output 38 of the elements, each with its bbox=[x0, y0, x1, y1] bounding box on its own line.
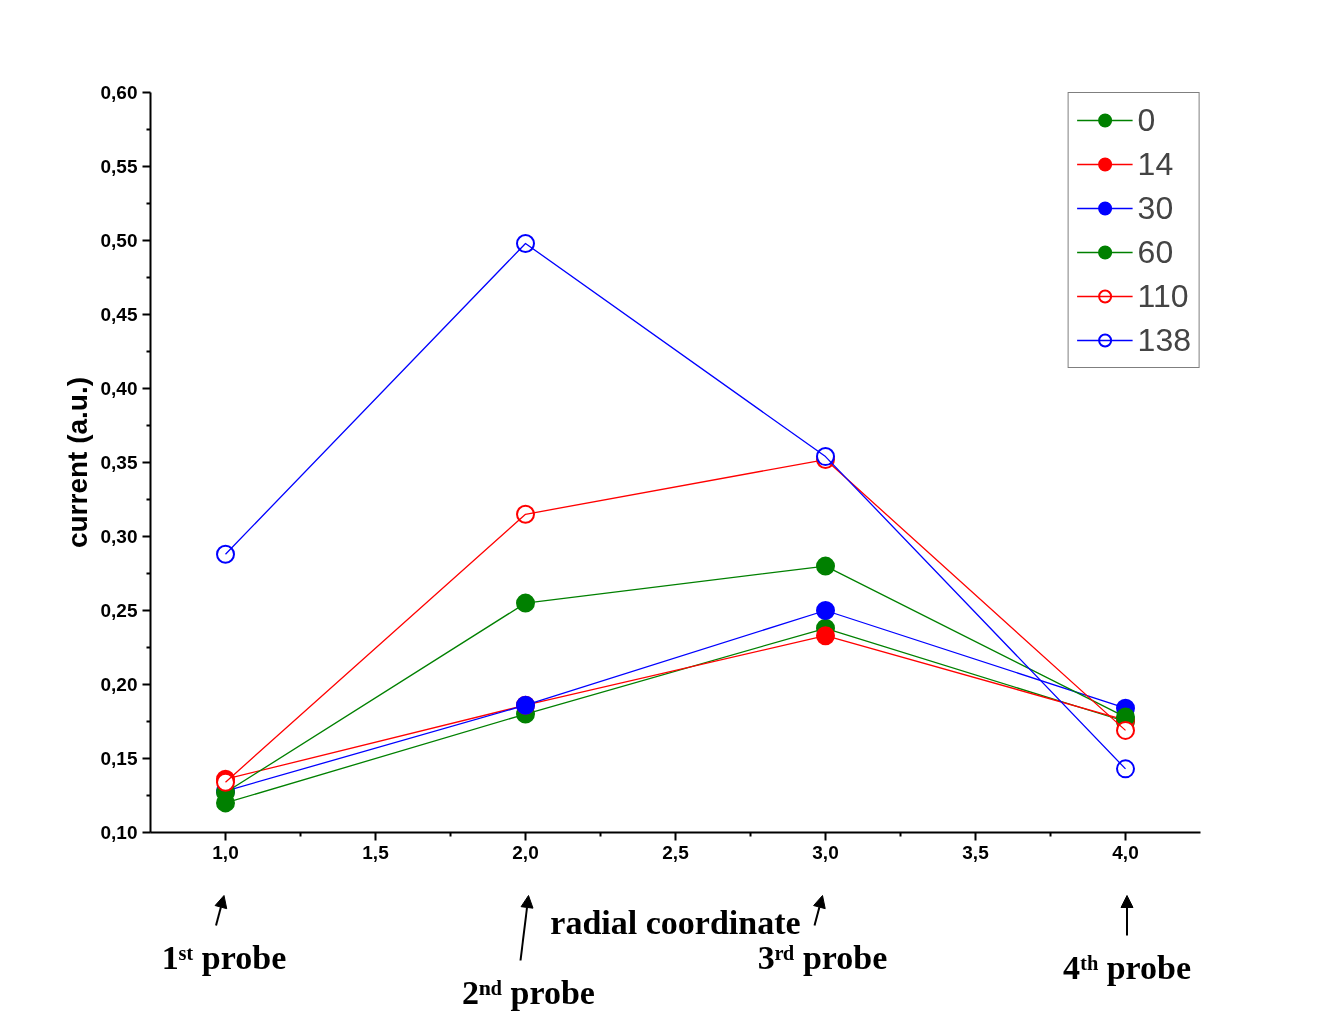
legend-label: 14 bbox=[1137, 145, 1174, 183]
text: 1ˢᵗ probe bbox=[161, 938, 287, 976]
point bbox=[1116, 720, 1135, 740]
point bbox=[1116, 759, 1135, 779]
y-tick-label: 0,55 bbox=[100, 156, 138, 177]
y-axis-title: current (a.u.) bbox=[61, 376, 93, 549]
x-axis-title: radial coordinate bbox=[550, 903, 801, 941]
y-tick-label: 0,10 bbox=[100, 822, 138, 843]
legend-label: 138 bbox=[1137, 321, 1191, 359]
legend-label: 0 bbox=[1137, 101, 1157, 139]
y-tick-label: 0,30 bbox=[100, 526, 138, 547]
text: 3ʳᵈ probe bbox=[757, 938, 888, 976]
point bbox=[816, 556, 835, 576]
y-tick-label: 0,60 bbox=[100, 82, 138, 103]
text: 4ᵗʰ probe bbox=[1062, 948, 1192, 986]
legend-label: 60 bbox=[1137, 233, 1174, 271]
point bbox=[516, 233, 535, 253]
y-tick-label: 0,45 bbox=[100, 304, 138, 325]
x-tick-label: 2,0 bbox=[512, 841, 539, 863]
point bbox=[816, 626, 835, 646]
y-tick-label: 0,25 bbox=[100, 600, 138, 621]
x-tick-label: 2,5 bbox=[662, 841, 690, 863]
x-tick-label: 1,0 bbox=[212, 841, 239, 863]
x-tick-label: 3,0 bbox=[812, 841, 839, 863]
point bbox=[516, 593, 535, 613]
text: 2ⁿᵈ probe bbox=[462, 973, 595, 1011]
y-tick-label: 0,35 bbox=[100, 452, 138, 473]
x-tick-label: 4,0 bbox=[1112, 841, 1139, 863]
legend-label: 30 bbox=[1137, 189, 1174, 227]
point bbox=[816, 601, 835, 620]
y-tick-label: 0,40 bbox=[100, 378, 138, 399]
y-tick-label: 0,50 bbox=[100, 230, 138, 251]
legend-label: 110 bbox=[1137, 277, 1189, 315]
x-tick-label: 3,5 bbox=[962, 841, 990, 863]
y-tick-label: 0,20 bbox=[100, 674, 138, 695]
x-tick-label: 1,5 bbox=[362, 841, 390, 863]
point bbox=[216, 544, 235, 564]
y-tick-label: 0,15 bbox=[100, 748, 138, 769]
